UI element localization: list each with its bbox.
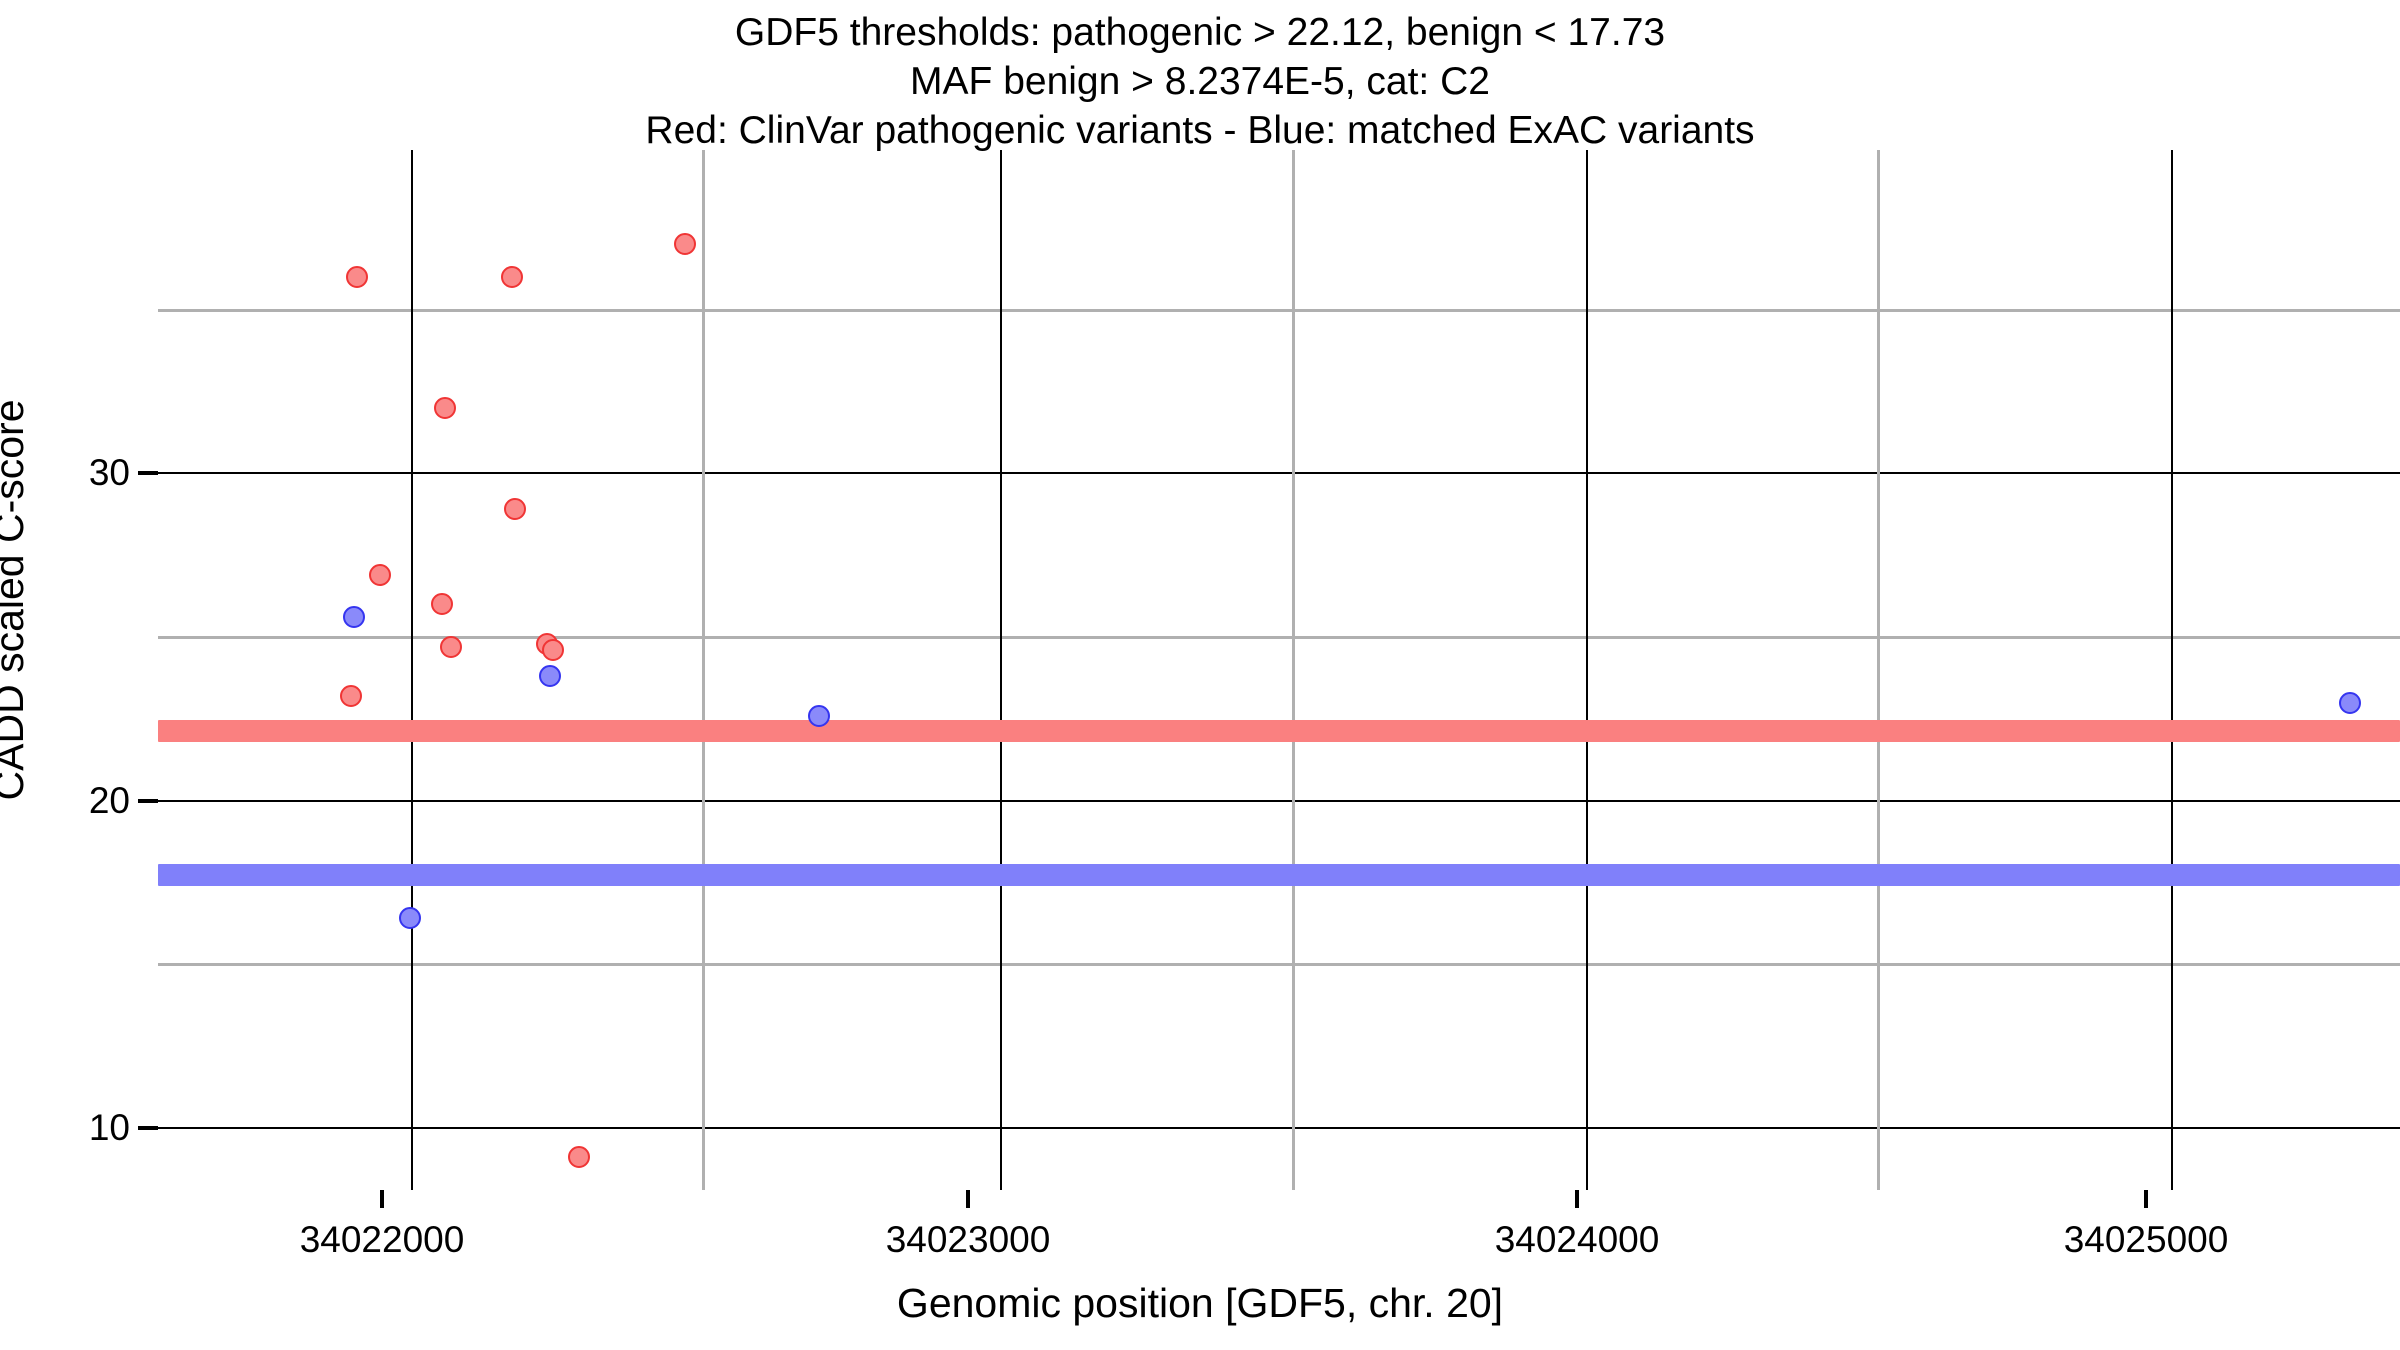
- plot-area: [158, 150, 2400, 1190]
- title-line-2: MAF benign > 8.2374E-5, cat: C2: [910, 60, 1490, 103]
- x-gridline-major: [2171, 150, 2173, 1190]
- x-tick-mark: [1575, 1190, 1579, 1208]
- data-point-pathogenic[interactable]: [439, 635, 462, 658]
- data-point-pathogenic[interactable]: [501, 266, 524, 289]
- x-gridline-minor: [1292, 150, 1295, 1190]
- data-point-pathogenic[interactable]: [542, 639, 565, 662]
- x-gridline-major: [1586, 150, 1588, 1190]
- x-tick-label: 34024000: [1494, 1219, 1660, 1260]
- x-gridline-major: [411, 150, 413, 1190]
- x-gridline-minor: [1877, 150, 1880, 1190]
- title-line-3: Red: ClinVar pathogenic variants - Blue:…: [645, 109, 1755, 152]
- y-tick-mark: [138, 471, 158, 476]
- data-point-pathogenic[interactable]: [673, 233, 696, 256]
- y-gridline-minor: [158, 636, 2400, 640]
- data-point-pathogenic[interactable]: [568, 1146, 591, 1169]
- x-tick-mark: [2144, 1190, 2148, 1208]
- data-point-benign[interactable]: [808, 704, 831, 727]
- x-tick-mark: [966, 1190, 970, 1208]
- data-point-benign[interactable]: [398, 907, 421, 930]
- x-tick-label: 34025000: [2063, 1219, 2229, 1260]
- y-tick-label: 20: [88, 779, 130, 821]
- data-point-benign[interactable]: [539, 665, 562, 688]
- data-point-benign[interactable]: [343, 606, 366, 629]
- y-gridline-minor: [158, 308, 2400, 312]
- data-point-pathogenic[interactable]: [346, 266, 369, 289]
- x-tick-label: 34022000: [299, 1219, 465, 1260]
- y-gridline-minor: [158, 963, 2400, 967]
- title-line-1: GDF5 thresholds: pathogenic > 22.12, ben…: [734, 11, 1666, 54]
- x-tick-label: 34023000: [885, 1219, 1051, 1260]
- threshold-band-pathogenic: [158, 720, 2400, 743]
- data-point-pathogenic[interactable]: [433, 397, 456, 420]
- data-point-pathogenic[interactable]: [369, 563, 392, 586]
- data-point-pathogenic[interactable]: [504, 498, 527, 521]
- y-gridline-major: [158, 799, 2400, 802]
- y-tick-mark: [138, 798, 158, 803]
- threshold-band-benign: [158, 863, 2400, 886]
- y-tick-mark: [138, 1125, 158, 1130]
- data-point-benign[interactable]: [2339, 691, 2362, 714]
- data-point-pathogenic[interactable]: [430, 593, 453, 616]
- y-tick-label: 10: [88, 1106, 130, 1148]
- y-gridline-major: [158, 472, 2400, 475]
- x-gridline-minor: [702, 150, 705, 1190]
- x-gridline-major: [1000, 150, 1002, 1190]
- x-tick-mark: [380, 1190, 384, 1208]
- y-gridline-major: [158, 1126, 2400, 1129]
- x-axis-title: Genomic position [GDF5, chr. 20]: [896, 1280, 1504, 1326]
- data-point-pathogenic[interactable]: [340, 684, 363, 707]
- y-tick-label: 30: [88, 452, 130, 494]
- chart-title: GDF5 thresholds: pathogenic > 22.12, ben…: [0, 8, 2400, 155]
